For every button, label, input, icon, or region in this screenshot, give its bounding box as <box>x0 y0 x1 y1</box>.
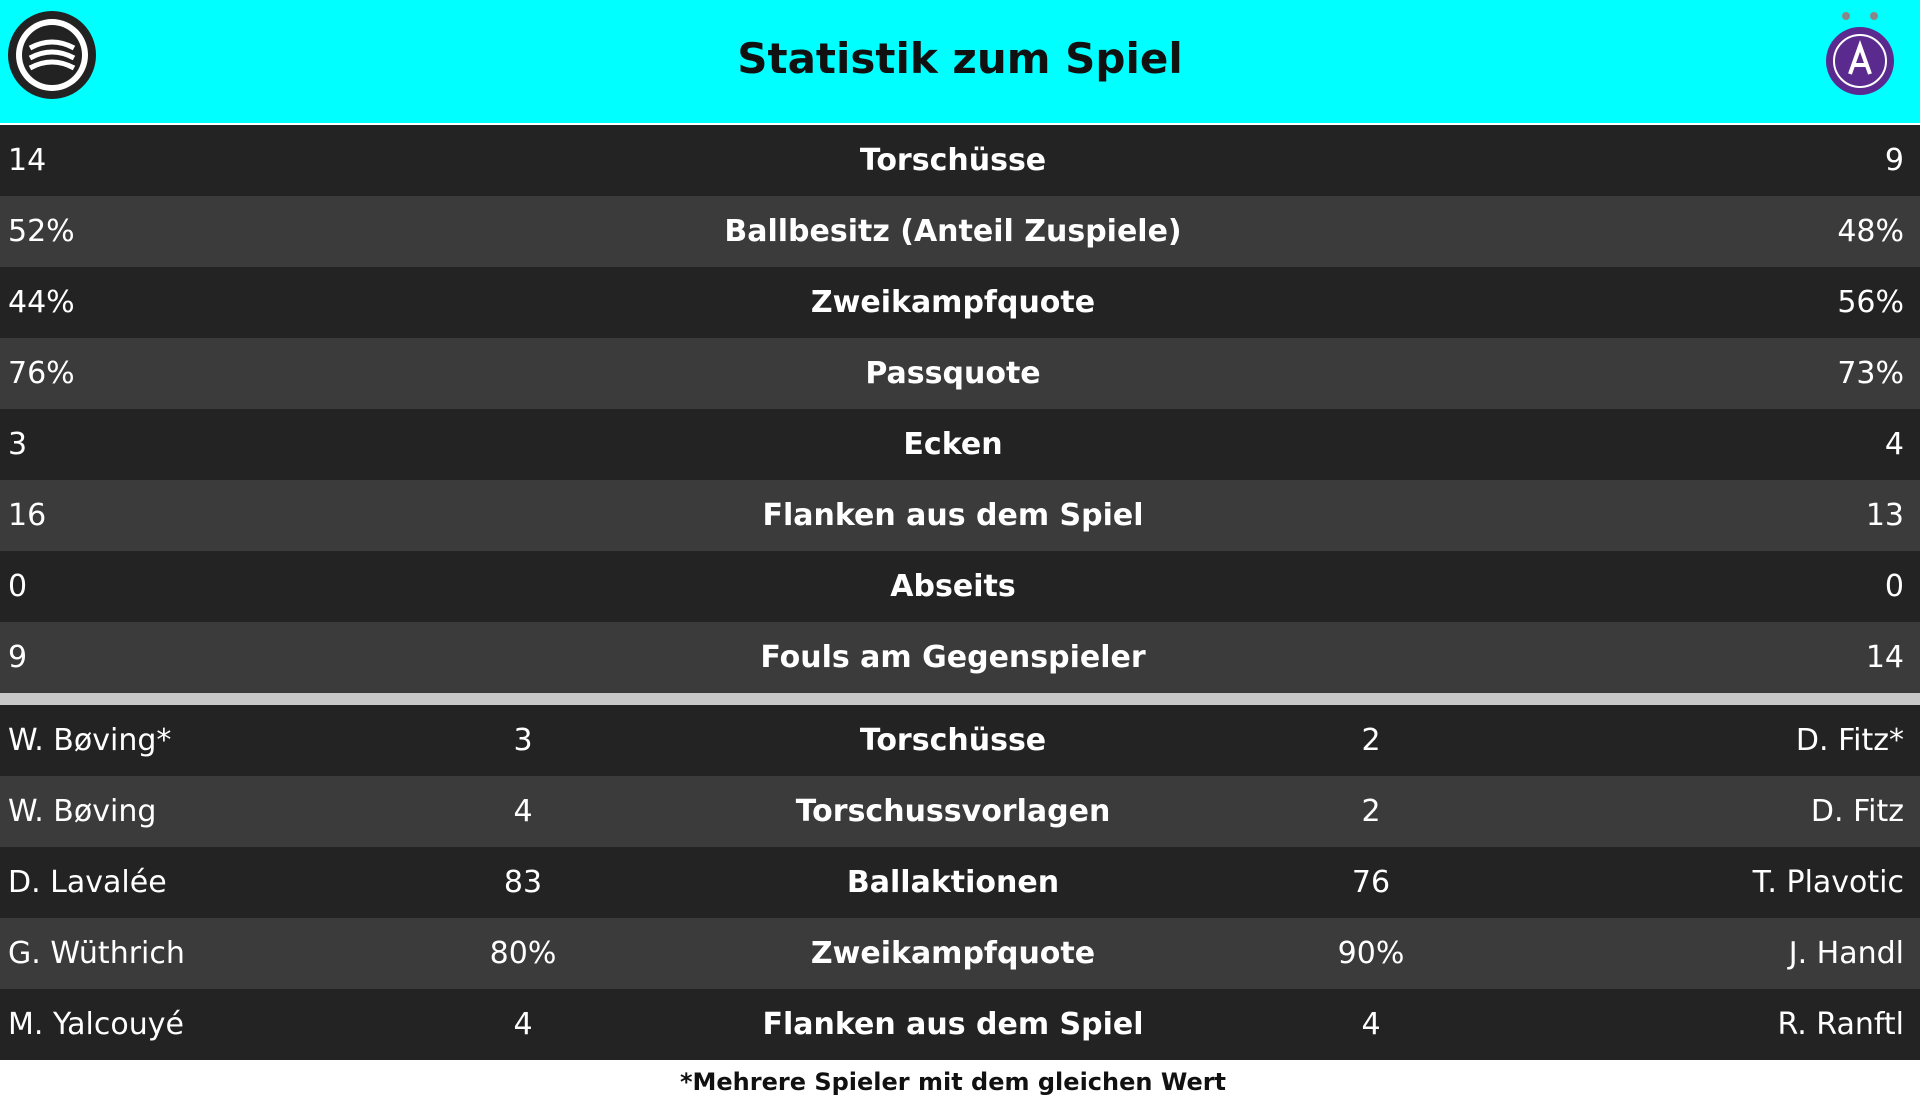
away-player: D. Fitz* <box>1795 723 1904 758</box>
away-value: 90% <box>1337 936 1405 971</box>
home-logo <box>8 11 96 99</box>
header: Statistik zum Spiel <box>0 0 1920 123</box>
stat-label: Fouls am Gegenspieler <box>760 640 1146 675</box>
home-value: 80% <box>489 936 557 971</box>
stat-label: Passquote <box>865 356 1041 391</box>
team-stat-row: 16 Flanken aus dem Spiel 13 <box>0 480 1920 551</box>
team-stat-row: 52% Ballbesitz (Anteil Zuspiele) 48% <box>0 196 1920 267</box>
home-player: W. Bøving <box>8 794 157 829</box>
stat-label: Torschüsse <box>859 723 1047 758</box>
title: Statistik zum Spiel <box>737 34 1183 83</box>
away-player: R. Ranftl <box>1777 1007 1904 1042</box>
away-player: T. Plavotic <box>1752 865 1904 900</box>
away-value: 56% <box>1837 285 1904 320</box>
home-value: 16 <box>8 498 47 533</box>
home-value: 3 <box>8 427 28 462</box>
team-stat-row: 9 Fouls am Gegenspieler 14 <box>0 622 1920 693</box>
away-player: J. Handl <box>1788 936 1904 971</box>
team-stat-row: 14 Torschüsse 9 <box>0 125 1920 196</box>
home-value: 44% <box>8 285 75 320</box>
footnote: *Mehrere Spieler mit dem gleichen Wert <box>679 1068 1227 1096</box>
stat-label: Flanken aus dem Spiel <box>762 498 1144 533</box>
home-value: 9 <box>8 640 28 675</box>
team-stat-row: 76% Passquote 73% <box>0 338 1920 409</box>
home-value: 0 <box>8 569 28 604</box>
player-stat-row: D. Lavalée 83 Ballaktionen 76 T. Plavotic <box>0 847 1920 918</box>
stat-label: Flanken aus dem Spiel <box>762 1007 1144 1042</box>
home-player: G. Wüthrich <box>8 936 185 971</box>
away-value: 0 <box>1884 569 1904 604</box>
home-player: M. Yalcouyé <box>8 1007 184 1042</box>
home-value: 3 <box>513 723 533 758</box>
away-logo <box>1826 12 1894 95</box>
stat-label: Zweikampfquote <box>810 936 1096 971</box>
team-stat-row: 3 Ecken 4 <box>0 409 1920 480</box>
player-stat-row: M. Yalcouyé 4 Flanken aus dem Spiel 4 R. Ran… <box>0 989 1920 1060</box>
away-value: 2 <box>1361 723 1381 758</box>
home-value: 4 <box>513 794 533 829</box>
home-value: 83 <box>503 865 543 900</box>
home-value: 52% <box>8 214 75 249</box>
stat-label: Ecken <box>903 427 1003 462</box>
stat-label: Torschüsse <box>859 143 1047 178</box>
home-value: 76% <box>8 356 75 391</box>
separator <box>0 693 1920 705</box>
away-value: 13 <box>1865 498 1904 533</box>
home-value: 4 <box>513 1007 533 1042</box>
away-value: 48% <box>1837 214 1904 249</box>
home-value: 14 <box>8 143 47 178</box>
away-value: 2 <box>1361 794 1381 829</box>
away-value: 14 <box>1865 640 1904 675</box>
player-stat-row: G. Wüthrich 80% Zweikampfquote 90% J. Handl <box>0 918 1920 989</box>
team-stat-row: 0 Abseits 0 <box>0 551 1920 622</box>
away-value: 4 <box>1884 427 1904 462</box>
stat-label: Ballbesitz (Anteil Zuspiele) <box>724 214 1182 249</box>
home-player: D. Lavalée <box>8 865 167 900</box>
stat-label: Zweikampfquote <box>810 285 1096 320</box>
stat-label: Ballaktionen <box>846 865 1060 900</box>
player-stat-row: W. Bøving 4 Torschussvorlagen 2 D. Fitz <box>0 776 1920 847</box>
away-value: 4 <box>1361 1007 1381 1042</box>
away-value: 73% <box>1837 356 1904 391</box>
player-stat-row: W. Bøving* 3 Torschüsse 2 D. Fitz* <box>0 705 1920 776</box>
team-stat-row: 44% Zweikampfquote 56% <box>0 267 1920 338</box>
stat-label: Torschussvorlagen <box>795 794 1111 829</box>
stat-label: Abseits <box>890 569 1016 604</box>
away-player: D. Fitz <box>1810 794 1904 829</box>
away-value: 76 <box>1351 865 1391 900</box>
away-value: 9 <box>1884 143 1904 178</box>
home-player: W. Bøving* <box>8 723 172 758</box>
